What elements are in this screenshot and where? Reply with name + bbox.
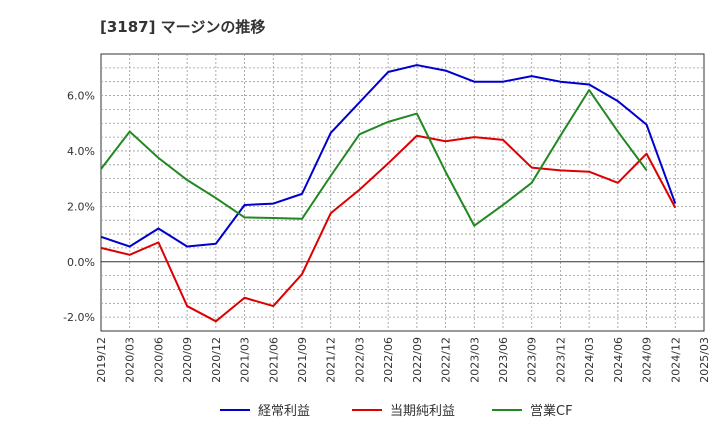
legend: 経常利益 当期純利益 営業CF: [220, 403, 573, 419]
x-tick-label: 2023/12: [554, 337, 567, 383]
x-tick-label: 2020/12: [210, 337, 223, 383]
chart-title: [3187] マージンの推移: [100, 18, 266, 36]
y-tick-label: 2.0%: [67, 200, 95, 213]
y-tick-label: -2.0%: [63, 311, 95, 324]
x-tick-label: 2020/03: [124, 337, 137, 383]
legend-label: 当期純利益: [390, 404, 455, 419]
x-tick-label: 2021/03: [239, 337, 252, 383]
x-tick-label: 2023/06: [497, 337, 510, 383]
y-tick-labels: -2.0% 0.0% 2.0% 4.0% 6.0%: [63, 90, 95, 325]
legend-label: 営業CF: [530, 403, 573, 419]
x-tick-label: 2020/09: [181, 337, 194, 383]
x-tick-label: 2024/12: [669, 337, 682, 383]
series-line-2: [100, 89, 648, 227]
x-tick-label: 2022/03: [353, 337, 366, 383]
x-tick-label: 2023/09: [526, 337, 539, 383]
x-tick-label: 2019/12: [95, 337, 108, 383]
x-tick-label: 2020/06: [152, 337, 165, 383]
x-tick-label: 2022/06: [382, 337, 395, 383]
x-tick-label: 2022/09: [411, 337, 424, 383]
x-tick-label: 2022/12: [440, 337, 453, 383]
x-tick-label: 2021/06: [267, 337, 280, 383]
y-tick-label: 0.0%: [67, 256, 95, 269]
x-tick-label: 2024/03: [583, 337, 596, 383]
series-line-0: [100, 64, 677, 248]
x-tick-label: 2021/12: [325, 337, 338, 383]
legend-label: 経常利益: [258, 404, 310, 419]
y-tick-label: 4.0%: [67, 145, 95, 158]
series-layer: [100, 64, 677, 323]
x-tick-labels: 2019/12 2020/03 2020/06 2020/09 2020/12 2021/…: [95, 337, 711, 383]
y-tick-label: 6.0%: [67, 90, 95, 103]
x-tick-label: 2025/03: [698, 337, 711, 383]
x-tick-label: 2023/03: [468, 337, 481, 383]
x-tick-label: 2021/09: [296, 337, 309, 383]
x-tick-label: 2024/09: [641, 337, 654, 383]
series-line-1: [100, 134, 677, 323]
x-tick-label: 2024/06: [612, 337, 625, 383]
